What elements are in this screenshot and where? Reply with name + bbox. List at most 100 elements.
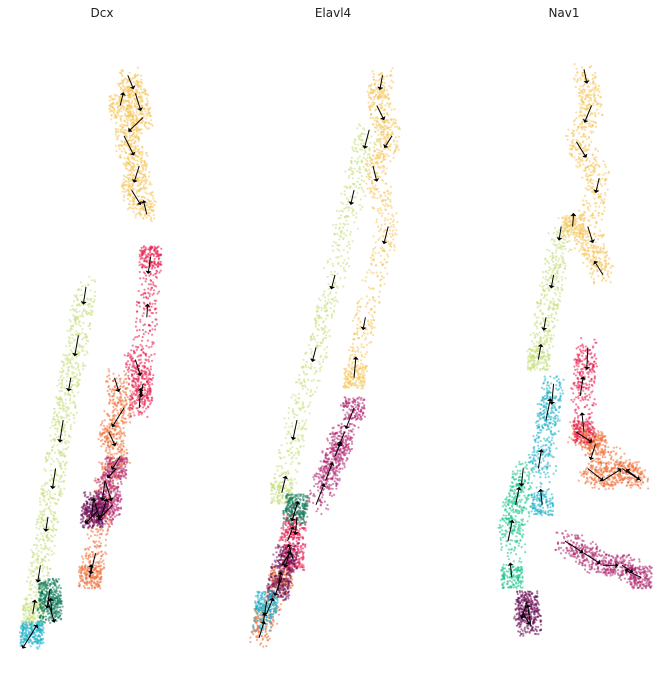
cell-point — [46, 612, 50, 616]
cell-point — [132, 369, 135, 373]
cell-point — [146, 198, 149, 201]
cell-point — [73, 394, 76, 397]
cell-point — [137, 148, 140, 151]
cell-point — [143, 410, 146, 413]
cell-point — [148, 111, 151, 115]
cell-point — [38, 527, 41, 531]
cell-point — [66, 361, 70, 364]
cell-point — [51, 521, 54, 524]
cell-point — [96, 571, 99, 574]
cell-point — [143, 383, 146, 386]
cell-point — [38, 587, 41, 591]
cell-point — [90, 297, 93, 300]
cell-point — [43, 510, 46, 513]
cell-point — [62, 460, 65, 463]
cell-point — [18, 631, 22, 634]
cell-point — [58, 597, 61, 600]
cell-point — [71, 337, 75, 340]
cell-point — [109, 456, 112, 459]
cell-point — [145, 152, 148, 155]
cell-point — [107, 441, 110, 444]
cell-point — [118, 392, 122, 395]
cell-point — [104, 522, 107, 525]
cell-point — [106, 413, 109, 416]
cell-point — [106, 503, 109, 506]
cell-point — [123, 150, 126, 153]
cell-point — [111, 518, 115, 521]
cell-point — [53, 424, 56, 427]
cell-point — [125, 88, 129, 91]
cell-point — [80, 345, 83, 348]
cell-point — [100, 555, 103, 558]
cell-point — [75, 330, 78, 333]
cell-point — [31, 556, 34, 559]
cell-point — [141, 345, 144, 348]
cell-point — [35, 573, 38, 576]
cell-point — [104, 430, 107, 433]
cell-point — [36, 614, 39, 617]
cell-point — [141, 150, 144, 153]
cell-point — [153, 353, 156, 356]
cell-point — [118, 155, 121, 158]
cell-point — [117, 509, 120, 512]
cell-point — [132, 210, 135, 213]
cell-point — [120, 497, 123, 501]
cell-point — [64, 409, 67, 412]
cell-point — [148, 346, 151, 349]
cell-point — [133, 97, 136, 100]
cell-point — [120, 144, 123, 147]
cell-point — [151, 328, 154, 331]
cell-point — [127, 182, 130, 185]
cell-point — [99, 542, 103, 545]
cell-point — [40, 622, 44, 625]
cell-point — [44, 508, 47, 511]
cell-point — [110, 462, 113, 465]
cell-point — [129, 188, 132, 191]
cell-point — [95, 540, 98, 543]
cell-point — [62, 471, 65, 474]
cell-point — [46, 571, 50, 574]
cell-point — [77, 351, 80, 354]
cell-point — [27, 594, 30, 597]
cell-point — [146, 415, 149, 418]
cell-point — [148, 315, 151, 318]
cell-point — [27, 606, 30, 609]
cell-point — [99, 557, 102, 560]
cell-point — [136, 310, 139, 313]
cell-point — [139, 383, 143, 386]
cell-point — [37, 554, 40, 558]
cell-point — [38, 598, 41, 602]
cell-point — [96, 585, 99, 589]
cell-point — [82, 336, 85, 339]
cell-point — [119, 403, 122, 406]
cell-point — [65, 363, 68, 366]
cell-point — [123, 460, 126, 463]
cell-point — [118, 71, 121, 74]
cell-point — [52, 514, 55, 517]
cell-point — [60, 452, 63, 455]
cell-point — [63, 438, 66, 441]
cell-point — [99, 439, 102, 442]
cell-point — [44, 559, 47, 563]
cell-point — [153, 217, 156, 220]
cell-point — [147, 208, 150, 211]
cell-point — [150, 359, 154, 362]
cell-point — [132, 93, 135, 96]
cell-point — [106, 517, 109, 520]
cell-point — [122, 453, 126, 456]
cell-point — [59, 606, 62, 609]
cell-point — [113, 385, 116, 388]
cell-point — [129, 119, 132, 122]
cell-point — [106, 528, 109, 531]
cell-point — [140, 132, 143, 135]
cell-point — [46, 584, 49, 587]
cell-point — [133, 164, 136, 167]
cell-point — [147, 253, 150, 256]
cell-point — [147, 108, 150, 112]
cell-point — [59, 462, 62, 465]
cell-point — [132, 80, 135, 83]
cell-point — [54, 411, 57, 414]
cell-point — [55, 413, 59, 416]
cell-point — [87, 554, 90, 557]
cell-point — [131, 124, 134, 127]
